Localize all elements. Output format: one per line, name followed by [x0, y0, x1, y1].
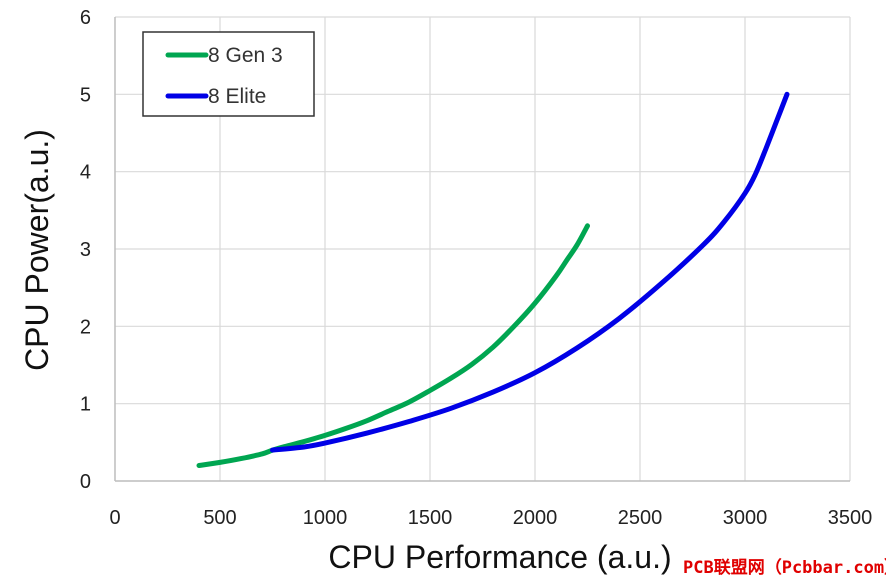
legend-label-8-gen-3: 8 Gen 3: [208, 44, 283, 67]
watermark-text: PCB联盟网（Pcbbar.com）: [683, 558, 886, 578]
x-tick-label: 500: [203, 507, 236, 529]
y-tick-label: 6: [80, 7, 91, 29]
legend-label-8-elite: 8 Elite: [208, 85, 266, 108]
legend-box: [142, 31, 315, 117]
y-tick-label: 1: [80, 394, 91, 416]
legend: 8 Gen 3 8 Elite: [142, 31, 315, 117]
y-axis-title: CPU Power(a.u.): [19, 129, 55, 371]
x-tick-label: 3000: [723, 507, 768, 529]
y-tick-label: 3: [80, 239, 91, 261]
x-tick-label: 2000: [513, 507, 558, 529]
grid-lines: [114, 16, 851, 482]
series-lines: [196, 91, 790, 468]
y-tick-label: 2: [80, 316, 91, 338]
series-line-8-elite: [270, 91, 790, 453]
x-tick-label: 1000: [303, 507, 348, 529]
y-tick-label: 0: [80, 471, 91, 493]
x-tick-label: 2500: [618, 507, 663, 529]
x-tick-label: 0: [109, 507, 120, 529]
y-tick-labels: 0 1 2 3 4 5 6: [80, 7, 91, 493]
x-tick-label: 1500: [408, 507, 453, 529]
x-tick-label: 3500: [828, 507, 873, 529]
y-tick-label: 5: [80, 84, 91, 106]
series-line-8-gen-3: [196, 223, 590, 468]
x-axis-title: CPU Performance (a.u.): [328, 539, 671, 575]
axes: [114, 17, 850, 482]
y-tick-label: 4: [80, 162, 91, 184]
x-tick-labels: 0 500 1000 1500 2000 2500 3000 3500: [109, 507, 872, 529]
